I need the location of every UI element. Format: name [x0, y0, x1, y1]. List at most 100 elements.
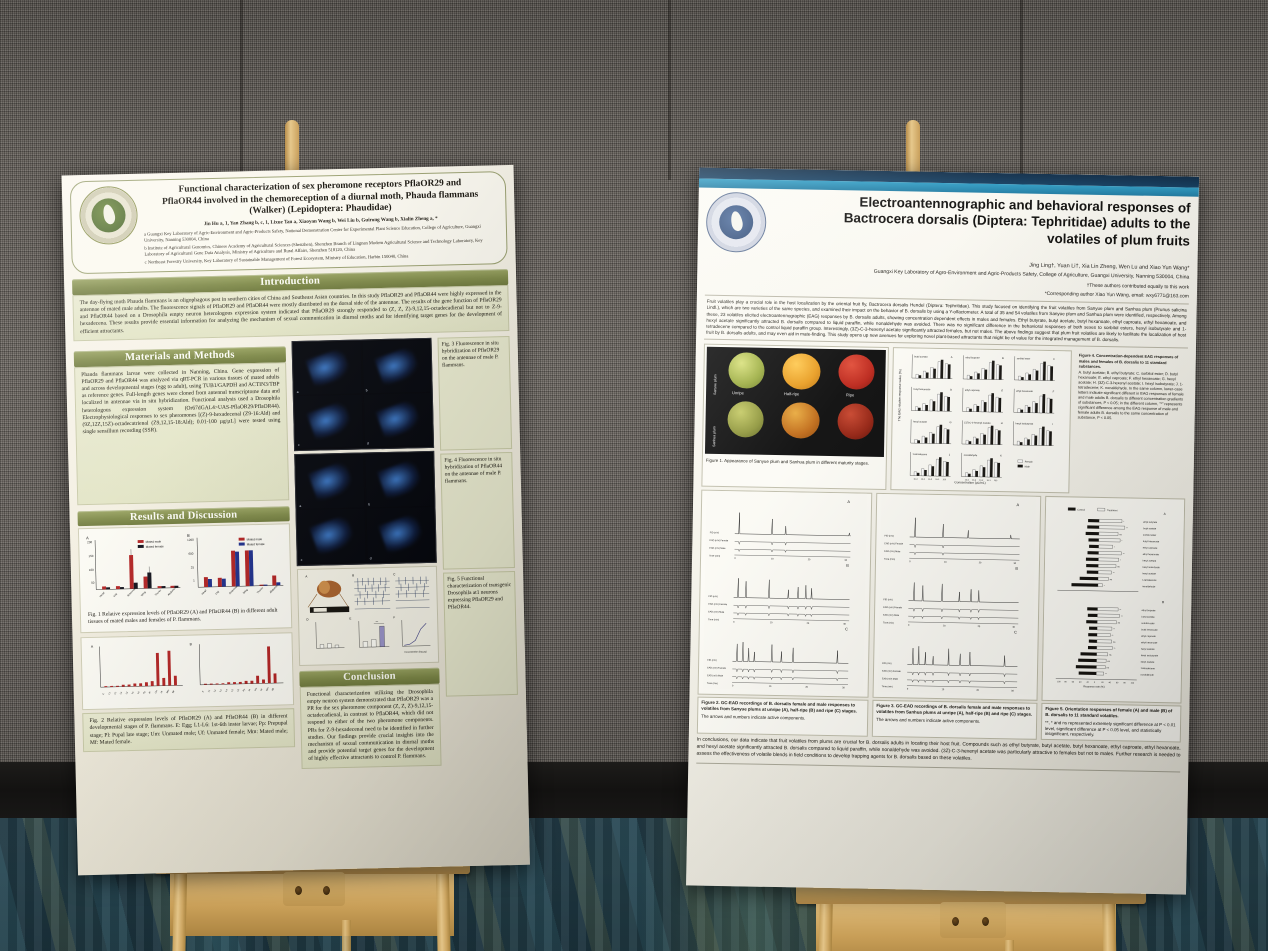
svg-text:25: 25 — [191, 566, 195, 570]
micrograph-tile: a — [293, 341, 362, 395]
svg-text:0: 0 — [907, 689, 909, 691]
svg-text:*: * — [1123, 522, 1124, 524]
figure-5-ssr-panels: A B — [296, 565, 440, 666]
svg-text:10-4: 10-4 — [965, 480, 970, 482]
svg-text:Head: Head — [98, 591, 106, 599]
poster-right-bactrocera-dorsalis[interactable]: Electroantennographic and behavioral res… — [686, 167, 1200, 895]
svg-text:FID (mV): FID (mV) — [882, 663, 892, 665]
poster-left-phauda-flammans[interactable]: Functional characterization of sex phero… — [61, 164, 530, 876]
svg-text:L4: L4 — [126, 691, 129, 695]
micrograph-tile: d — [366, 506, 435, 562]
svg-text:nonaldehyde: nonaldehyde — [1142, 587, 1156, 589]
svg-text:30: 30 — [1011, 691, 1014, 693]
svg-text:FID (mV): FID (mV) — [710, 533, 720, 535]
svg-text:Pl: Pl — [149, 691, 152, 694]
svg-text:*: * — [1120, 560, 1121, 562]
svg-text:ethyl hexanoate: ethyl hexanoate — [1143, 553, 1160, 556]
figure-2-gcead: A FID (mV) EAD (mV) Female EAD (mV) Male 0 10… — [697, 490, 873, 699]
svg-text:ethyl hexanoate: ethyl hexanoate — [1141, 642, 1158, 645]
svg-text:J: J — [949, 453, 951, 457]
svg-text:Wing: Wing — [140, 590, 147, 597]
figure-2-caption: Fig. 2 Relative expression levels of Pfl… — [82, 708, 296, 753]
svg-text:K: K — [1000, 454, 1002, 458]
easel-leg — [816, 903, 833, 951]
micrograph-tile: a — [296, 454, 365, 509]
svg-text:Time (min): Time (min) — [707, 683, 718, 685]
fig5-ssr-svg: A B — [303, 568, 433, 658]
svg-text:B: B — [1015, 567, 1018, 571]
svg-text:0: 0 — [909, 562, 911, 564]
svg-text:Mated male: Mated male — [146, 540, 162, 544]
svg-text:10: 10 — [943, 626, 946, 628]
row-label-sanhua-plum: Sanhua plum — [712, 426, 717, 448]
svg-text:1-tetradecene: 1-tetradecene — [912, 453, 927, 456]
svg-text:L1: L1 — [109, 692, 112, 696]
svg-text:ethyl caproate: ethyl caproate — [965, 389, 981, 392]
svg-text:Mm: Mm — [167, 690, 171, 694]
svg-text:10: 10 — [942, 690, 945, 692]
svg-text:Thorax: Thorax — [256, 586, 265, 595]
svg-text:*: * — [1121, 541, 1122, 543]
svg-text:hexyl acetate: hexyl acetate — [913, 421, 928, 424]
svg-text:EAD (mV) Female: EAD (mV) Female — [884, 543, 903, 546]
svg-text:Treatment: Treatment — [1107, 509, 1118, 512]
svg-text:nonaldehyde: nonaldehyde — [964, 454, 978, 457]
micrograph-tile: b — [365, 452, 434, 508]
wall-seam — [668, 0, 671, 180]
svg-text:D: D — [306, 617, 309, 621]
svg-text:Thorax: Thorax — [154, 588, 163, 597]
svg-text:butyl acetate: butyl acetate — [1142, 616, 1156, 619]
svg-text:hexyl isobutyrate: hexyl isobutyrate — [1016, 423, 1034, 426]
svg-text:Pp: Pp — [143, 691, 146, 695]
svg-text:ethyl butyrate: ethyl butyrate — [1143, 521, 1158, 524]
poster-right-header: Electroantennographic and behavioral res… — [705, 191, 1191, 261]
svg-text:E: E — [202, 691, 205, 694]
col-label-unripe: Unripe — [732, 390, 744, 396]
svg-text:**: ** — [1123, 554, 1125, 556]
svg-text:**: ** — [1105, 674, 1107, 676]
easel-leg — [342, 920, 351, 951]
svg-text:1-tetradecene: 1-tetradecene — [1141, 667, 1156, 670]
svg-text:A: A — [1164, 512, 1167, 516]
svg-text:ethyl hexanoate: ethyl hexanoate — [1016, 390, 1033, 393]
svg-text:A: A — [1016, 504, 1019, 508]
figure-1-charts: A 200 150 100 50 — [77, 523, 293, 634]
svg-text:butyl hexanoate: butyl hexanoate — [1141, 629, 1158, 632]
svg-text:sorbitol ester: sorbitol ester — [1141, 622, 1154, 625]
figure-1-plum-photos: Sanyue plum Sanhua plum Unripe Half-ripe… — [701, 344, 889, 491]
svg-text:Time (min): Time (min) — [708, 620, 719, 622]
svg-text:20: 20 — [1101, 682, 1104, 684]
svg-text:A: A — [847, 500, 850, 504]
svg-text:EAD (mV) Male: EAD (mV) Male — [884, 550, 901, 553]
svg-text:Time (min): Time (min) — [882, 687, 893, 689]
svg-text:0: 0 — [908, 625, 910, 627]
svg-text:butyl hexanoate: butyl hexanoate — [914, 388, 931, 391]
methods-text: Phauda flammans larvae were collected in… — [74, 361, 290, 505]
svg-text:ethyl butyrate: ethyl butyrate — [965, 357, 980, 360]
svg-text:Abdomen: Abdomen — [167, 586, 178, 597]
svg-text:Concentration (log µg): Concentration (log µg) — [404, 650, 426, 654]
svg-text:1: 1 — [193, 579, 195, 583]
figure-4-legend: A. butyl acetate; B. ethyl butyrate; C. … — [1077, 370, 1184, 421]
poster-right-conclusion: In conclusions, our data indicate that f… — [696, 737, 1181, 773]
col-label-halfripe: Half-ripe — [784, 391, 800, 397]
easel-knob — [982, 917, 989, 926]
svg-text:Mated female: Mated female — [247, 542, 265, 546]
svg-text:**: ** — [1126, 528, 1128, 530]
svg-text:FID (mV): FID (mV) — [885, 536, 895, 538]
svg-text:100: 100 — [89, 568, 94, 572]
svg-text:20: 20 — [1086, 682, 1089, 684]
svg-text:F: F — [1053, 390, 1055, 394]
svg-text:30: 30 — [842, 688, 845, 690]
svg-text:Mated male: Mated male — [247, 538, 263, 542]
svg-text:20: 20 — [978, 627, 981, 629]
svg-text:ethyl butyrate: ethyl butyrate — [1142, 609, 1157, 612]
svg-text:hexyl acetate: hexyl acetate — [1143, 560, 1157, 563]
svg-text:ns: ns — [1107, 668, 1110, 670]
plum-sanhua-ripe — [837, 403, 874, 441]
svg-text:10-2: 10-2 — [928, 479, 932, 481]
fig1-bar-chart-svg: A 200 150 100 50 — [86, 533, 284, 599]
svg-text:ethyl caproate: ethyl caproate — [1141, 635, 1156, 638]
